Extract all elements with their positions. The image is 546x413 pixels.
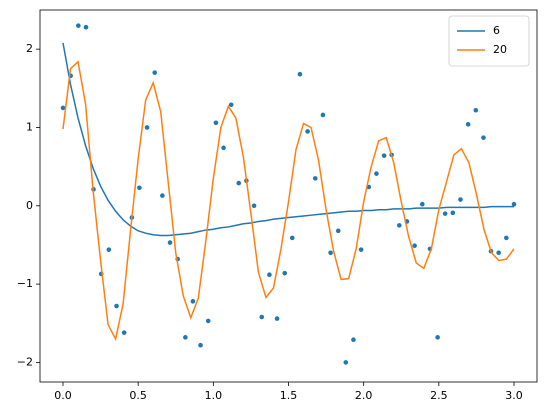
scatter-point	[305, 129, 310, 134]
x-tick-label: 3.0	[505, 389, 523, 402]
scatter-point	[198, 342, 203, 348]
y-tick-label: −2	[17, 355, 33, 368]
scatter-point	[114, 303, 119, 309]
scatter-point	[297, 71, 303, 77]
scatter-point	[121, 330, 127, 335]
y-tick-label: 2	[26, 42, 33, 55]
scatter-point	[137, 185, 142, 191]
scatter-point	[221, 145, 226, 151]
x-tick-label: 0.0	[54, 389, 72, 402]
scatter-point	[228, 102, 234, 108]
scatter-point	[435, 335, 440, 340]
scatter-point	[412, 243, 417, 249]
scatter-point	[504, 235, 509, 241]
plot-frame	[39, 9, 538, 383]
scatter-point	[213, 120, 219, 126]
scatter-point	[282, 270, 288, 276]
x-tick-label: 1.5	[280, 389, 298, 402]
line-series	[62, 42, 514, 237]
scatter-point	[190, 299, 196, 304]
scatter-point	[328, 250, 333, 256]
scatter-point	[144, 125, 150, 130]
scatter-point	[458, 197, 463, 202]
scatter-point	[152, 70, 158, 75]
legend-label: 6	[493, 24, 500, 37]
scatter-point	[473, 107, 479, 113]
scatter-point	[351, 337, 356, 343]
y-tick-label: 1	[26, 120, 33, 133]
scatter-point	[183, 335, 188, 340]
scatter-point	[396, 223, 402, 228]
scatter-point	[259, 314, 265, 320]
scatter-point	[496, 250, 501, 256]
scatter-point	[274, 316, 280, 321]
y-tick-label: 0	[26, 199, 33, 212]
legend-box	[448, 15, 530, 67]
x-tick-label: 2.5	[430, 389, 448, 402]
scatter-point	[251, 203, 257, 209]
scatter-point	[481, 135, 486, 140]
scatter-point	[320, 112, 326, 118]
scatter-point	[60, 105, 66, 111]
legend-label: 20	[493, 43, 507, 56]
scatter-point	[312, 176, 318, 181]
scatter-point	[358, 247, 364, 252]
scatter-point	[289, 235, 295, 241]
scatter-point	[419, 201, 425, 207]
scatter-point	[106, 247, 112, 252]
scatter-point	[160, 193, 165, 198]
x-tick-label: 2.0	[355, 389, 373, 402]
scatter-point	[76, 23, 81, 28]
scatter-point	[450, 210, 456, 216]
x-tick-label: 1.0	[205, 389, 223, 402]
line-series	[62, 60, 515, 342]
scatter-point	[335, 228, 341, 234]
scatter-point	[267, 272, 272, 278]
scatter-point	[465, 122, 471, 127]
scatter-point	[381, 153, 387, 158]
scatter-point	[442, 211, 448, 216]
scatter-point	[205, 318, 211, 324]
scatter-point	[374, 171, 379, 176]
x-tick-label: 0.5	[129, 389, 147, 402]
scatter-point	[236, 180, 242, 186]
y-tick-label: −1	[17, 277, 33, 290]
scatter-point	[343, 360, 349, 365]
scatter-point	[511, 201, 517, 207]
scatter-point	[167, 240, 173, 245]
scatter-point	[83, 24, 89, 30]
